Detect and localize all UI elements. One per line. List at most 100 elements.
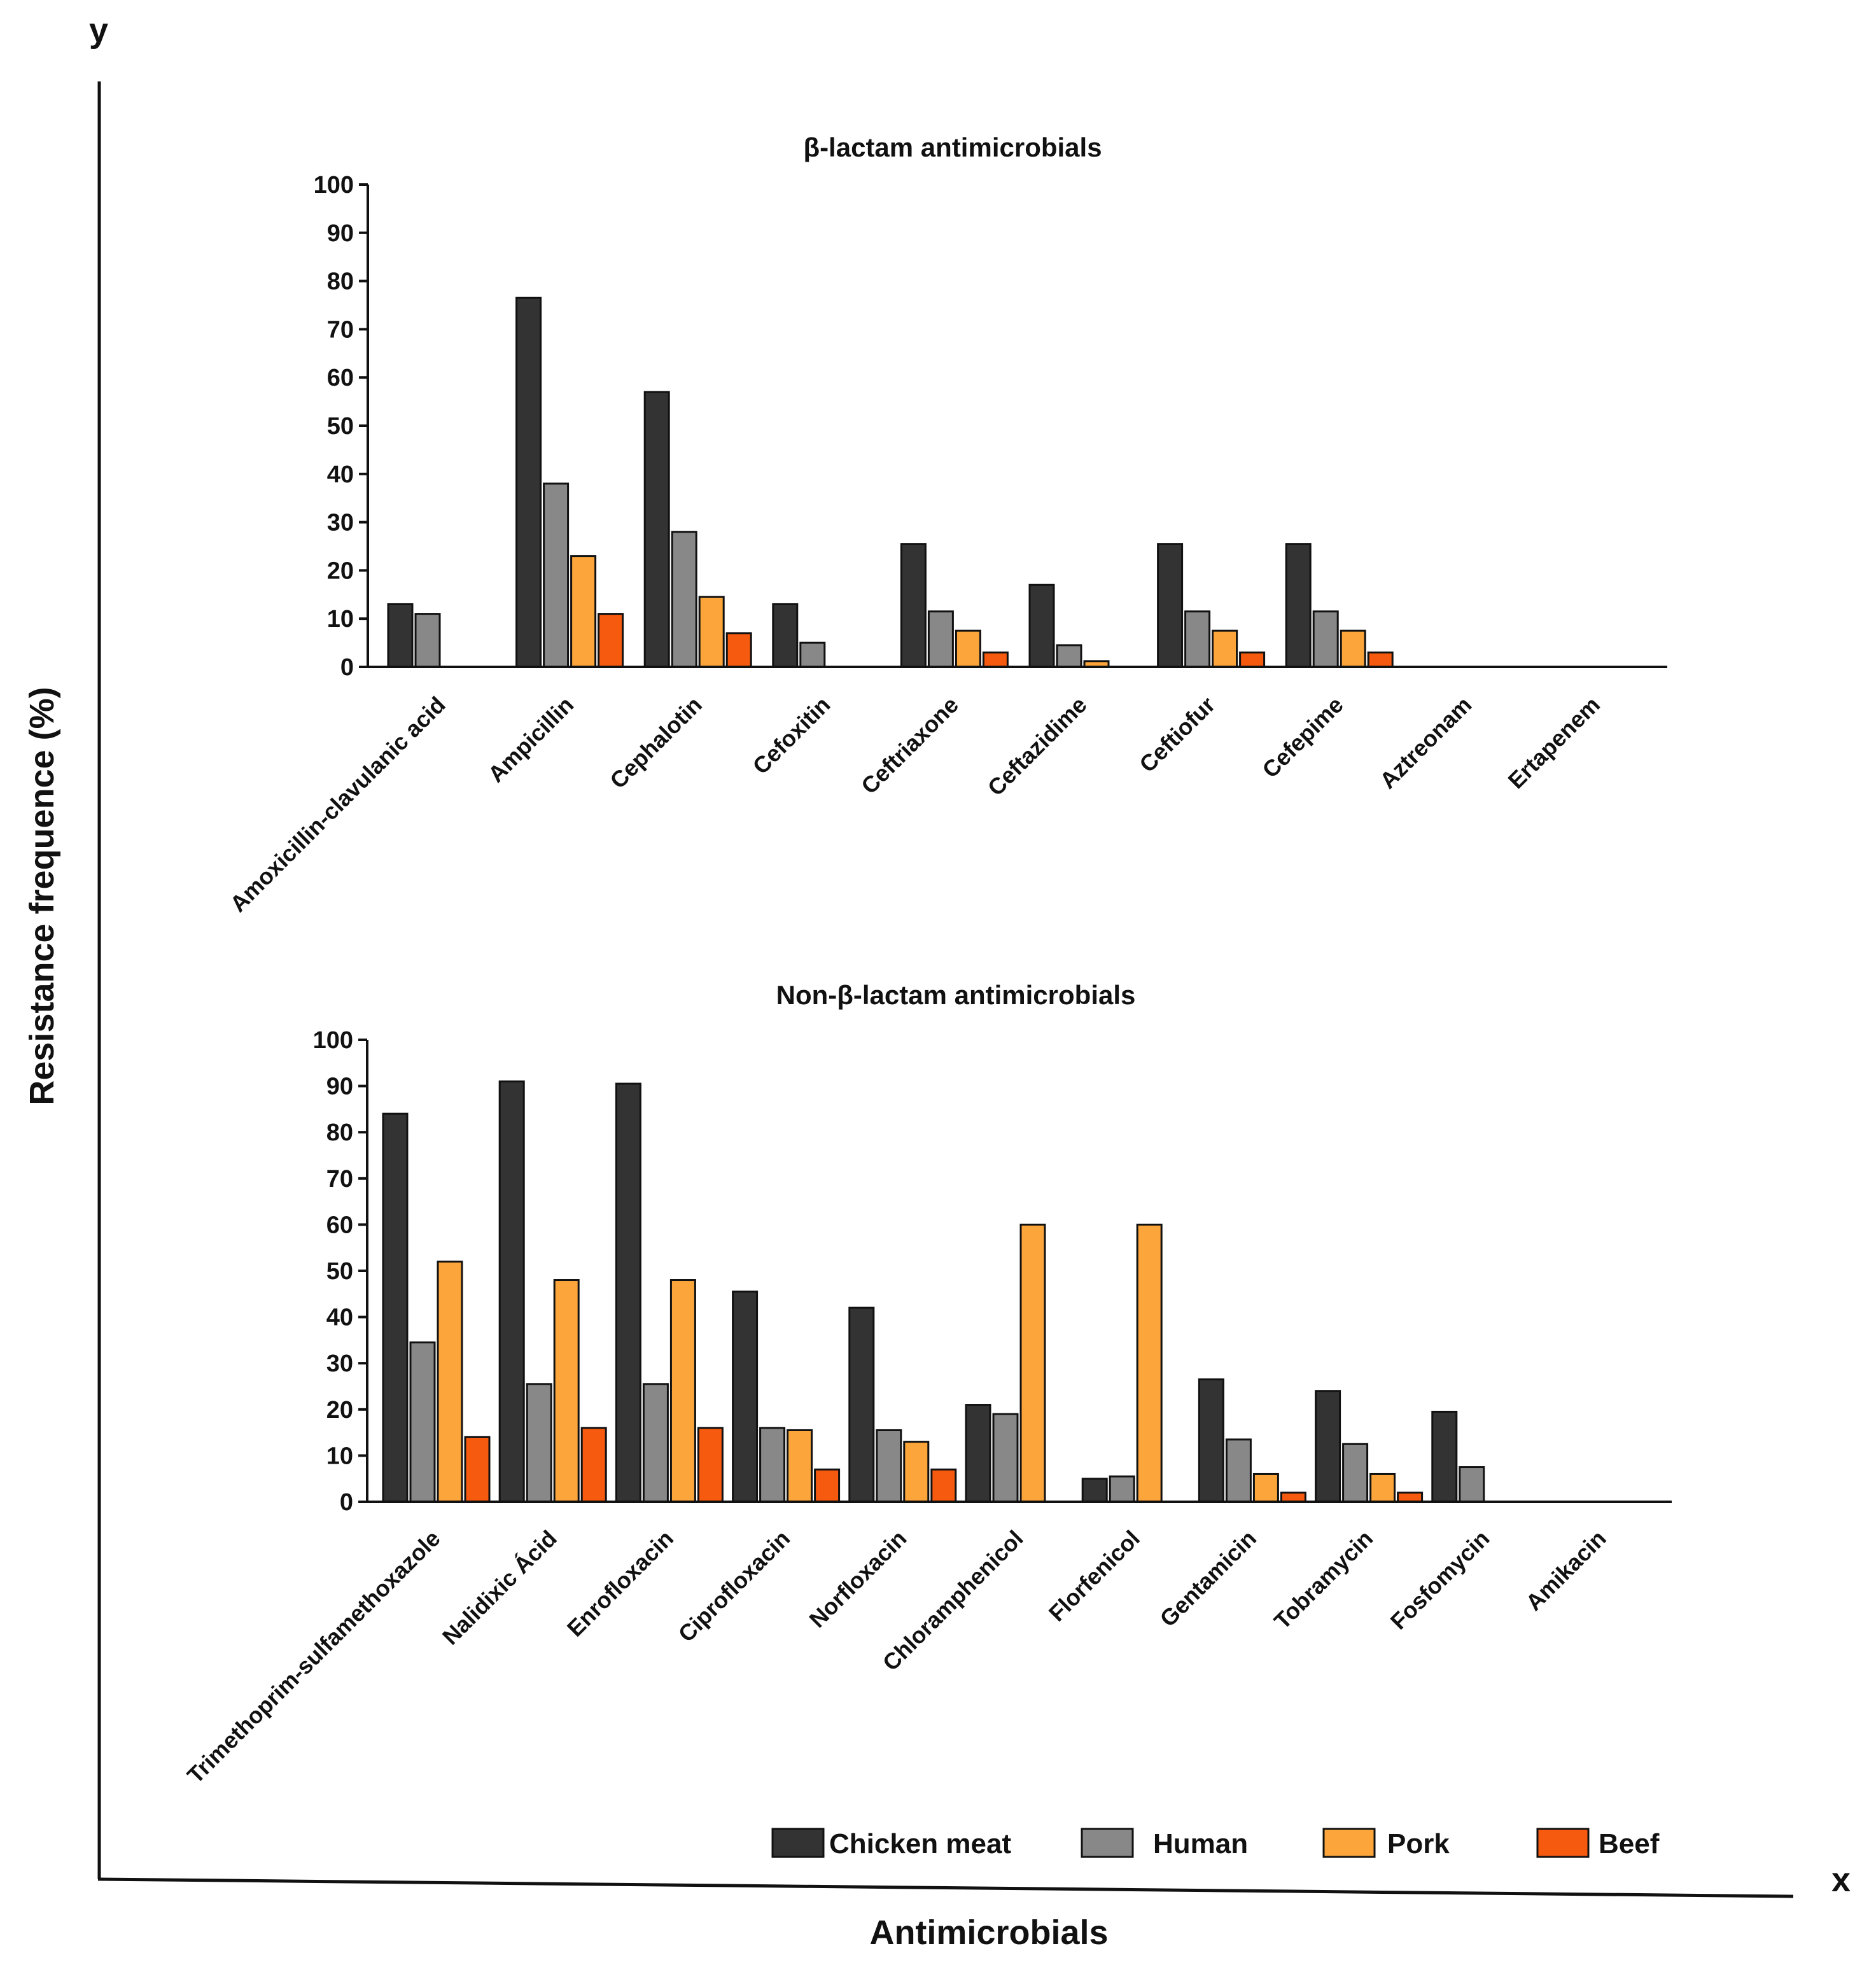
bar-tobramycin-chicken-meat <box>1315 1390 1341 1503</box>
bar-norfloxacin-human <box>876 1429 902 1503</box>
bar-trimethoprim-sulfamethoxazole-beef <box>464 1436 491 1503</box>
beta-lactam-y-tick-label: 40 <box>327 461 354 488</box>
bar-chloramphenicol-human <box>992 1413 1019 1503</box>
legend-swatch-chicken-meat <box>771 1828 825 1858</box>
non-beta-lactam-y-tick-label: 100 <box>313 1027 353 1054</box>
bar-norfloxacin-pork <box>903 1441 930 1503</box>
legend-swatch-human <box>1081 1828 1134 1858</box>
category-label-cefoxitin: Cefoxitin <box>748 692 836 780</box>
bar-trimethoprim-sulfamethoxazole-chicken-meat <box>382 1112 409 1503</box>
category-label-nalidixic-acid: Nalidixic Ácid <box>437 1525 562 1650</box>
beta-lactam-y-tick-label: 80 <box>327 269 354 295</box>
bar-ceftazidime-human <box>1056 644 1082 668</box>
bar-enrofloxacin-pork <box>669 1279 696 1503</box>
bar-cephalotin-chicken-meat <box>643 391 670 668</box>
bar-enrofloxacin-beef <box>697 1427 724 1503</box>
beta-lactam-y-ticks: 0 10 20 30 40 50 60 70 80 90 100 <box>314 172 368 681</box>
bar-trimethoprim-sulfamethoxazole-human <box>409 1341 436 1503</box>
bar-tobramycin-pork <box>1369 1473 1396 1503</box>
category-label-ertapenem: Ertapenem <box>1502 692 1605 794</box>
beta-lactam-chart-title: β-lactam antimicrobials <box>803 132 1102 162</box>
category-label-norfloxacin: Norfloxacin <box>804 1525 911 1633</box>
non-beta-lactam-y-tick-label: 20 <box>326 1397 353 1424</box>
bar-ceftriaxone-chicken-meat <box>900 543 927 668</box>
category-label-fosfomycin: Fosfomycin <box>1385 1525 1495 1635</box>
beta-lactam-y-tick-label: 30 <box>327 510 354 536</box>
bar-enrofloxacin-human <box>642 1383 669 1503</box>
bar-ceftriaxone-human <box>927 610 954 668</box>
bar-cephalotin-human <box>671 531 697 668</box>
bar-fosfomycin-human <box>1459 1466 1485 1503</box>
bar-norfloxacin-chicken-meat <box>848 1306 875 1503</box>
bar-amoxicillin-clavulanic-acid-human <box>414 613 441 668</box>
bar-ceftazidime-chicken-meat <box>1028 584 1055 668</box>
non-beta-lactam-y-tick-label: 30 <box>326 1350 353 1377</box>
x-axis-letter: x <box>1831 1861 1851 1899</box>
bar-amoxicillin-clavulanic-acid-chicken-meat <box>387 603 414 668</box>
bar-tobramycin-beef <box>1397 1491 1424 1503</box>
bar-nalidixic-acid-pork <box>553 1279 580 1503</box>
bar-nalidixic-acid-chicken-meat <box>498 1080 525 1503</box>
non-beta-lactam-y-tick-label: 80 <box>326 1119 353 1146</box>
category-label-ceftiofur: Ceftiofur <box>1134 692 1220 778</box>
bar-gentamicin-pork <box>1252 1473 1279 1503</box>
beta-lactam-y-tick-label: 100 <box>314 172 354 199</box>
beta-lactam-y-tick-label: 70 <box>327 316 354 343</box>
legend: Chicken meat Human Pork Beef <box>771 1828 1660 1859</box>
bar-ciprofloxacin-beef <box>814 1468 841 1503</box>
beta-lactam-category-labels: Amoxicillin-clavulanic acid Ampicillin Cep… <box>225 692 1605 917</box>
x-axis-title: Antimicrobials <box>869 1914 1108 1952</box>
bar-ampicillin-chicken-meat <box>515 297 542 668</box>
non-beta-lactam-y-tick-label: 10 <box>326 1443 353 1469</box>
beta-lactam-y-tick-label: 20 <box>327 557 354 584</box>
bar-ampicillin-human <box>543 482 570 668</box>
bar-ceftiofur-chicken-meat <box>1157 543 1184 668</box>
bar-florfenicol-chicken-meat <box>1081 1478 1108 1503</box>
category-label-gentamicin: Gentamicin <box>1154 1525 1261 1632</box>
bar-gentamicin-beef <box>1280 1491 1306 1503</box>
bar-ceftiofur-human <box>1184 610 1211 668</box>
category-label-ceftazidime: Ceftazidime <box>983 692 1092 801</box>
bar-ampicillin-beef <box>598 613 624 668</box>
non-beta-lactam-bars <box>382 1080 1485 1503</box>
category-label-ciprofloxacin: Ciprofloxacin <box>673 1525 795 1648</box>
category-label-florfenicol: Florfenicol <box>1044 1525 1145 1627</box>
bar-ciprofloxacin-chicken-meat <box>732 1291 759 1503</box>
bar-florfenicol-pork <box>1136 1223 1163 1503</box>
beta-lactam-y-tick-label: 50 <box>327 413 354 440</box>
bar-cefoxitin-chicken-meat <box>772 603 799 668</box>
bar-ciprofloxacin-pork <box>787 1429 813 1503</box>
beta-lactam-y-tick-label: 60 <box>327 365 354 391</box>
category-label-ampicillin: Ampicillin <box>483 692 579 788</box>
y-axis-title: Resistance frequence (%) <box>23 687 61 1105</box>
bar-enrofloxacin-chicken-meat <box>615 1082 641 1503</box>
category-label-cefepime: Cefepime <box>1257 692 1348 783</box>
legend-swatch-beef <box>1536 1828 1590 1858</box>
beta-lactam-y-tick-label: 10 <box>327 606 354 633</box>
bar-gentamicin-human <box>1225 1438 1252 1503</box>
non-beta-lactam-y-tick-label: 60 <box>326 1212 353 1238</box>
bar-cefepime-pork <box>1340 629 1366 668</box>
bar-cefepime-human <box>1312 610 1339 668</box>
beta-lactam-bars <box>387 297 1394 668</box>
bar-ciprofloxacin-human <box>759 1427 786 1503</box>
y-axis-letter: y <box>89 11 108 50</box>
bar-cefepime-chicken-meat <box>1285 543 1312 668</box>
non-beta-lactam-y-tick-label: 90 <box>326 1074 353 1100</box>
bar-florfenicol-human <box>1109 1475 1135 1503</box>
beta-lactam-y-tick-label: 90 <box>327 220 354 247</box>
category-label-aztreonam: Aztreonam <box>1375 692 1477 794</box>
legend-label-beef: Beef <box>1599 1828 1660 1859</box>
non-beta-lactam-y-tick-label: 70 <box>326 1166 353 1193</box>
bar-ceftriaxone-beef <box>982 651 1009 668</box>
category-label-amikacin: Amikacin <box>1520 1525 1611 1616</box>
category-label-tobramycin: Tobramycin <box>1269 1525 1378 1634</box>
legend-label-chicken-meat: Chicken meat <box>829 1828 1011 1859</box>
non-beta-lactam-y-tick-label: 0 <box>340 1489 353 1516</box>
bar-cefoxitin-human <box>799 641 826 668</box>
bar-chloramphenicol-chicken-meat <box>965 1404 991 1503</box>
legend-swatch-pork <box>1322 1828 1376 1858</box>
non-beta-lactam-y-ticks: 0 10 20 30 40 50 60 70 80 90 100 <box>313 1027 367 1516</box>
bar-fosfomycin-chicken-meat <box>1431 1410 1458 1503</box>
